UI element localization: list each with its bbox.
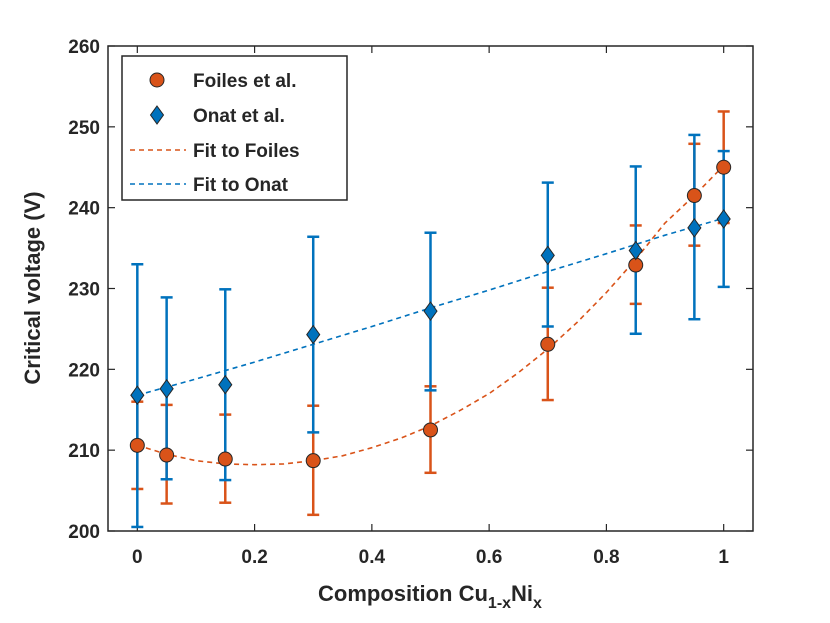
x-axis-ticks: 0 0.2 0.4 0.6 0.8 1 bbox=[132, 46, 729, 568]
x-tick-label: 0.2 bbox=[241, 547, 267, 568]
y-tick-label: 210 bbox=[68, 441, 100, 462]
legend-label-fit-foiles: Fit to Foiles bbox=[193, 141, 300, 162]
marker-onat bbox=[423, 301, 438, 321]
y-tick-label: 200 bbox=[68, 522, 100, 543]
marker-onat bbox=[218, 374, 233, 395]
x-axis-label-sub2: x bbox=[533, 595, 542, 612]
marker-foiles bbox=[305, 453, 321, 469]
x-tick-label: 0.8 bbox=[593, 547, 619, 568]
x-tick-label: 0 bbox=[132, 547, 143, 568]
data-markers bbox=[129, 159, 732, 469]
marker-onat bbox=[716, 209, 731, 229]
marker-onat bbox=[540, 245, 555, 266]
legend-marker-foiles bbox=[149, 72, 165, 88]
legend-label-fit-onat: Fit to Onat bbox=[193, 175, 289, 196]
y-axis-label: Critical voltage (V) bbox=[20, 191, 45, 384]
marker-foiles bbox=[716, 159, 732, 175]
y-tick-label: 250 bbox=[68, 118, 100, 139]
y-tick-label: 260 bbox=[68, 37, 100, 58]
fit-line-onat bbox=[137, 217, 724, 396]
y-tick-label: 240 bbox=[68, 199, 100, 220]
y-tick-label: 230 bbox=[68, 280, 100, 301]
plot-frame bbox=[107, 45, 754, 532]
x-axis-label-sub1: 1-x bbox=[488, 595, 511, 612]
marker-foiles bbox=[217, 451, 233, 467]
x-axis-label-mid: Ni bbox=[511, 581, 533, 606]
marker-onat bbox=[130, 385, 145, 406]
legend-label-foiles: Foiles et al. bbox=[193, 71, 296, 92]
x-tick-label: 0.6 bbox=[476, 547, 502, 568]
legend-marker-onat bbox=[149, 105, 165, 125]
legend: Foiles et al. Onat et al. Fit to Foiles … bbox=[121, 55, 348, 201]
legend-label-onat: Onat et al. bbox=[193, 106, 285, 127]
marker-onat bbox=[306, 324, 321, 345]
marker-foiles bbox=[159, 447, 175, 463]
x-axis-label: Composition Cu1-xNix bbox=[318, 581, 542, 612]
marker-foiles bbox=[423, 422, 438, 438]
marker-onat bbox=[159, 378, 174, 399]
marker-foiles bbox=[686, 188, 702, 204]
marker-onat bbox=[687, 218, 702, 238]
x-axis-label-main: Composition Cu bbox=[318, 581, 488, 606]
marker-foiles bbox=[540, 336, 556, 352]
y-tick-label: 220 bbox=[68, 360, 100, 381]
marker-onat bbox=[628, 240, 643, 261]
x-tick-label: 1 bbox=[718, 547, 729, 568]
marker-foiles bbox=[129, 437, 145, 453]
x-tick-label: 0.4 bbox=[359, 547, 386, 568]
y-axis-ticks: 200 210 220 230 240 250 260 bbox=[68, 37, 753, 543]
